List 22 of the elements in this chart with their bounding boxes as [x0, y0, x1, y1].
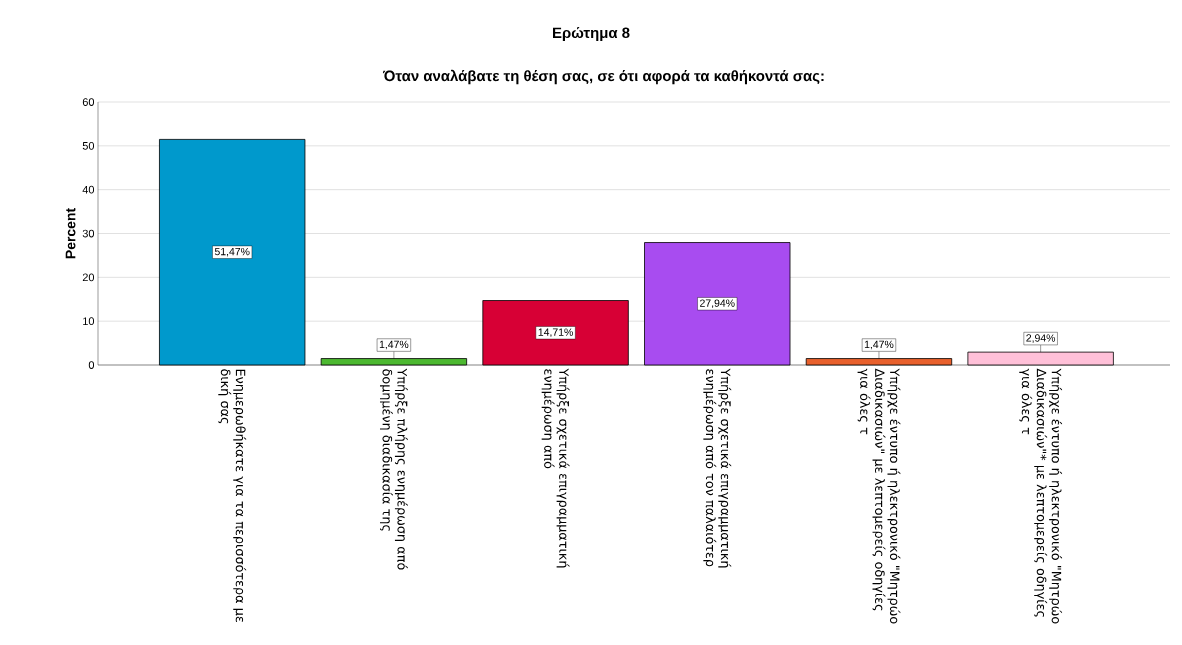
y-tick-label: 50 [82, 141, 95, 150]
x-tick-label: Υπήρχε έντυπο ή ηλεκτρονικό "Μητρώο Διαδικασιών" με λεπτομερείς οδηγίες για όλες τ [857, 368, 901, 624]
x-tick-label: Υπήρξε σχετικά επιγραμματική ενημέρωση από [541, 368, 570, 568]
y-axis-title: Percent [65, 208, 76, 259]
chart-subtitle: Όταν αναλάβατε τη θέση σας, σε ότι αφορά τα καθήκοντά σας: [382, 69, 824, 85]
x-tick-label: Υπήρχε έντυπο ή ηλεκτρονικό "Μητρώο Διαδικασιών"* με λεπτομερείς οδηγίες για όλες τ [1019, 368, 1063, 624]
x-tick-label: Υπήρξε πλήρης ενημέρωση από δομημένη διαδικασία της [379, 368, 408, 570]
data-label: 1,47% [379, 340, 409, 350]
y-tick-label: 0 [88, 361, 95, 369]
y-tick-label: 30 [82, 229, 95, 238]
chart-title: Ερώτημα 8 [553, 26, 630, 42]
y-tick-label: 40 [82, 185, 95, 194]
data-label: 27,94% [700, 299, 735, 309]
x-tick-label: Ενημερωθήκατε για τα περισσότερα με δική σας [218, 369, 247, 622]
data-label: 2,94% [1026, 334, 1056, 343]
data-label: 14,71% [538, 328, 573, 338]
data-label: 51,47% [214, 247, 250, 257]
y-tick-label: 60 [82, 98, 95, 106]
data-label: 1,47% [864, 340, 894, 350]
x-tick-label: Υπήρξε σχετικά επιγραμματική ενημέρωση από τον παλαιότερ [703, 368, 732, 568]
y-tick-label: 20 [82, 273, 95, 282]
y-tick-label: 10 [83, 317, 95, 326]
